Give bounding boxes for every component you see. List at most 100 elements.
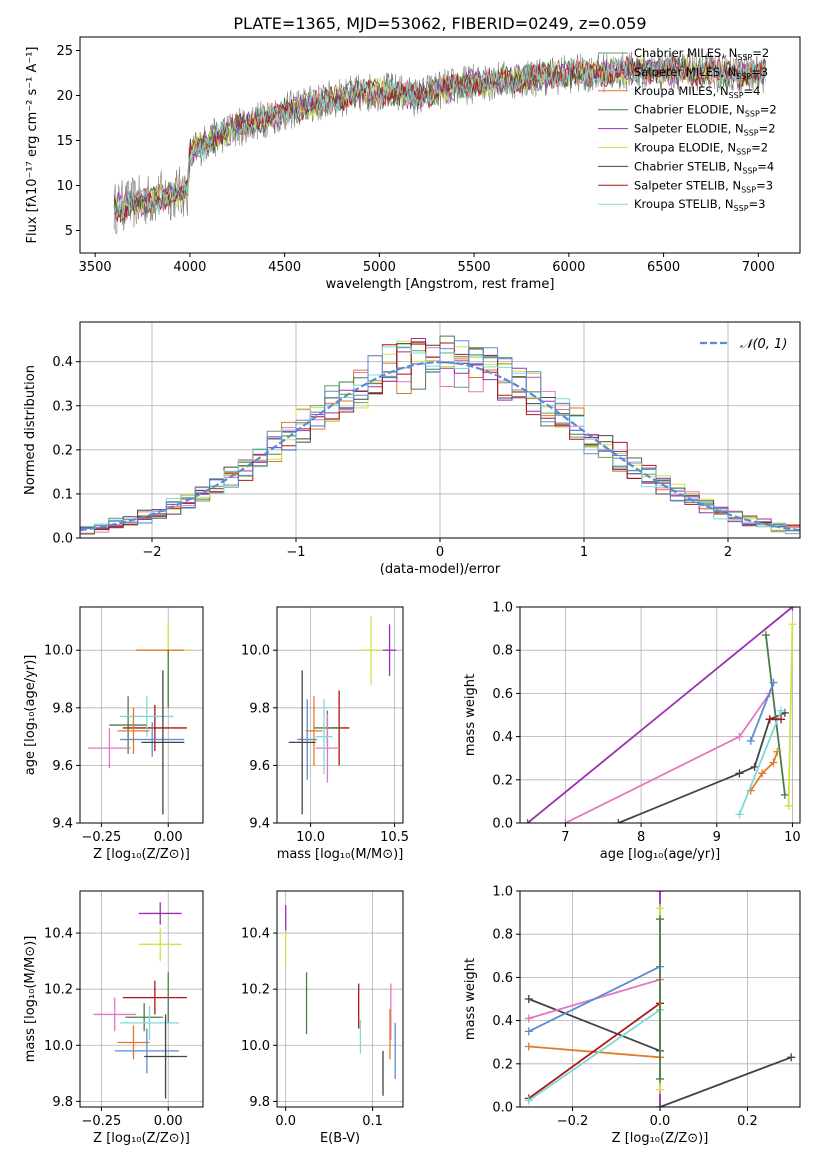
weight-line: [528, 1002, 661, 1100]
mass_vs_ebv-frame: 0.0 0.1 9.8 10.0 10.2 10.4 E(B-V): [241, 890, 404, 1146]
legend-entry: Salpeter MILES, NSSP=3: [634, 65, 768, 81]
x-tick-label: −2: [142, 545, 161, 560]
axes-frame: [276, 890, 404, 1108]
legend-entry: Salpeter ELODIE, NSSP=2: [634, 122, 776, 138]
weight-line: [765, 634, 786, 796]
x-tick-label: 4000: [173, 260, 206, 275]
weight-line: [528, 1009, 661, 1102]
x-tick-label: 10.0: [296, 830, 325, 845]
y-tick-label: 15: [56, 134, 73, 149]
weight-marker: [656, 904, 664, 913]
y-tick-label: 0.4: [492, 1014, 513, 1029]
x-axis-label: Z [log₁₀(Z/Z⊙)]: [93, 847, 190, 862]
x-tick-label: 0.2: [737, 1114, 758, 1129]
y-tick-label: 10.4: [44, 927, 73, 942]
weight-marker: [787, 1053, 796, 1062]
x-axis-label: mass [log₁₀(M/M⊙)]: [277, 847, 404, 862]
x-tick-label: 9: [713, 830, 721, 845]
y-axis-label: Flux [fλ10⁻¹⁷ erg cm⁻² s⁻¹ A⁻¹]: [25, 47, 40, 244]
x-axis-label: E(B-V): [320, 1131, 360, 1146]
y-tick-label: 20: [56, 89, 73, 104]
mass_vs_ebv-axes: [277, 891, 403, 1107]
age_vs_mass-plot: [288, 615, 397, 815]
y-tick-label: 0.1: [52, 487, 73, 502]
weight-marker: [656, 1074, 664, 1083]
y-tick-label: 9.8: [52, 1095, 73, 1110]
x-tick-label: 2: [724, 545, 732, 560]
weight-marker: [746, 736, 755, 745]
weight-marker: [750, 762, 759, 771]
weight-marker: [656, 915, 664, 924]
weight-marker: [788, 620, 797, 629]
weight_vs_age-frame: 7 8 9 10 0.0 0.2 0.4 0.6 0.8 1.0 age [log₁₀(age/yr…: [463, 601, 801, 863]
legend-entry: Chabrier ELODIE, NSSP=2: [634, 103, 777, 119]
histogram-step: [80, 340, 800, 531]
y-tick-label: 10.0: [44, 1039, 73, 1054]
x-axis-label: Z [log₁₀(Z/Z⊙)]: [93, 1131, 190, 1146]
x-axis-label: Z [log₁₀(Z/Z⊙)]: [612, 1131, 709, 1146]
weight-marker: [780, 790, 789, 799]
weight-marker: [524, 1096, 533, 1105]
age_vs_Z-frame: −0.25 0.00 9.4 9.6 9.8 10.0 Z [log₁₀(Z/Z⊙)] age…: [23, 606, 204, 862]
y-axis-label: mass weight: [463, 674, 478, 756]
y-tick-label: 10.0: [44, 644, 73, 659]
legend-entry: Kroupa STELIB, NSSP=3: [634, 197, 765, 213]
weight-marker: [656, 891, 664, 895]
x-tick-label: 0.1: [362, 1114, 383, 1129]
spectrum-frame: 3500 4000 4500 5000 5500 6000 6500 7000 5 10 15 20 2…: [25, 36, 801, 292]
weight-marker: [735, 732, 744, 741]
weight-line: [528, 965, 661, 1033]
weight_vs_Z-plot: [524, 891, 796, 1107]
x-tick-label: 0.00: [154, 830, 183, 845]
spectrum-model-line: [113, 56, 766, 218]
y-tick-label: 0.0: [492, 817, 513, 832]
weight-marker: [773, 747, 782, 756]
weight-marker: [761, 631, 770, 640]
y-axis-label: mass weight: [463, 958, 478, 1040]
x-axis-label: age [log₁₀(age/yr)]: [600, 847, 721, 862]
y-tick-label: 0.0: [52, 532, 73, 547]
x-tick-label: 1: [580, 545, 588, 560]
y-tick-label: 10.0: [241, 644, 270, 659]
axes-frame: [79, 36, 801, 254]
weight-marker: [523, 819, 532, 823]
y-tick-label: 0.8: [492, 928, 513, 943]
y-axis-label: age [log₁₀(age/yr)]: [23, 655, 38, 776]
y-tick-label: 0.3: [52, 399, 73, 414]
weight-marker: [656, 1103, 664, 1107]
x-tick-label: 7000: [742, 260, 775, 275]
x-tick-label: −0.25: [81, 1114, 121, 1129]
y-tick-label: 9.8: [249, 1095, 270, 1110]
residuals-legend: 𝒩(0, 1): [700, 337, 787, 352]
y-tick-label: 10.4: [241, 927, 270, 942]
age_vs_mass-frame: 10.0 10.5 9.4 9.6 9.8 10.0 mass [log₁₀(M/M⊙)]: [241, 606, 409, 862]
mass_vs_Z-frame: −0.25 0.00 9.8 10.0 10.2 10.4 Z [log₁₀(Z/Z⊙)] m…: [23, 890, 204, 1146]
weight-marker: [765, 715, 774, 724]
weight-marker: [524, 1027, 533, 1036]
x-tick-label: 8: [637, 830, 645, 845]
x-tick-label: 3500: [79, 260, 112, 275]
normal-reference-curve: [80, 360, 800, 532]
residuals-plot: [80, 335, 800, 535]
axes-frame: [276, 606, 404, 824]
legend-entry: Salpeter STELIB, NSSP=3: [634, 178, 773, 194]
x-tick-label: 5000: [363, 260, 396, 275]
y-tick-label: 10.0: [241, 1039, 270, 1054]
weight-line: [527, 607, 793, 823]
y-tick-label: 10.2: [241, 983, 270, 998]
age_vs_mass-axes: [277, 607, 403, 824]
x-axis-label: (data-model)/error: [380, 562, 501, 577]
y-tick-label: 0.0: [492, 1101, 513, 1116]
y-tick-label: 25: [56, 44, 73, 59]
x-tick-label: 0.00: [154, 1114, 183, 1129]
y-tick-label: 10: [56, 179, 73, 194]
y-tick-label: 0.4: [492, 730, 513, 745]
weight-line: [528, 998, 661, 1052]
legend-entry: Chabrier MILES, NSSP=2: [634, 46, 769, 62]
x-tick-label: −0.2: [557, 1114, 589, 1129]
x-tick-label: 10: [784, 830, 801, 845]
weight-line: [738, 710, 782, 815]
axes-frame: [519, 606, 801, 824]
y-tick-label: 5: [65, 224, 73, 239]
x-tick-label: −1: [286, 545, 305, 560]
